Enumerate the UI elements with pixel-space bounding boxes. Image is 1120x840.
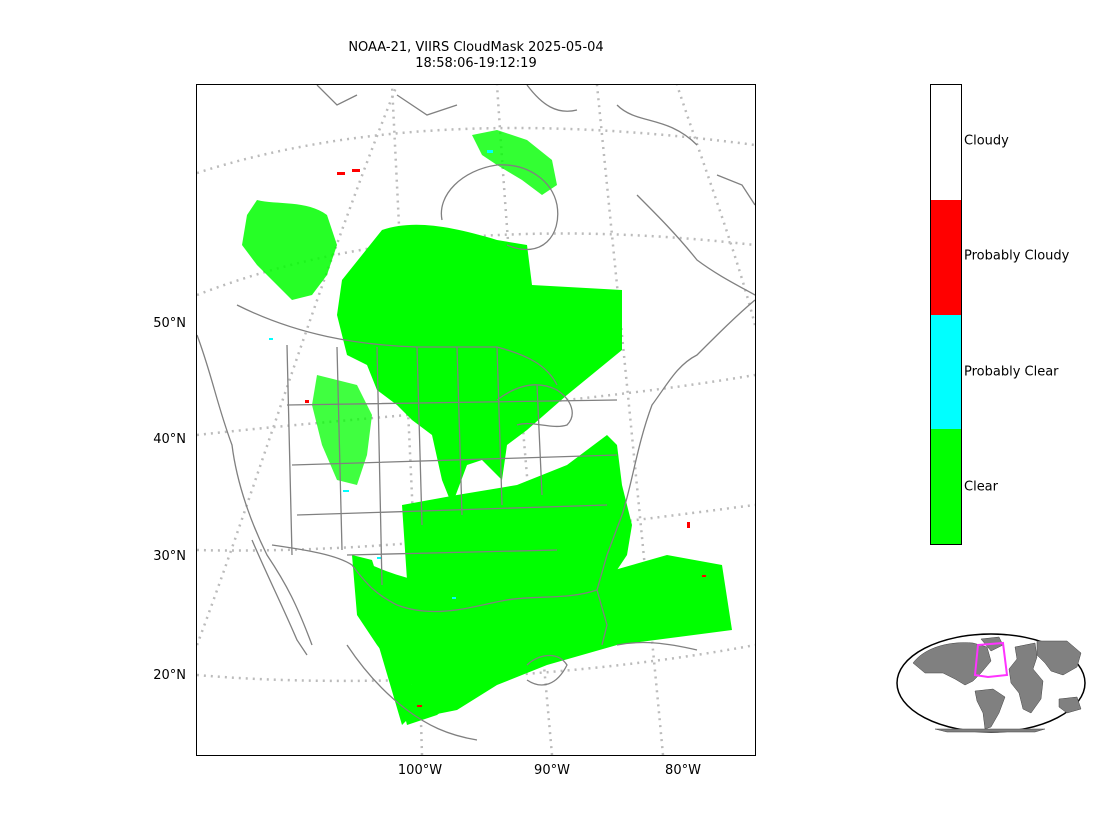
great-lakes [496,384,573,428]
lon-label-80w: 80°W [665,763,701,778]
legend-label-cloudy: Cloudy [964,133,1009,149]
lon-label-100w: 100°W [397,763,443,778]
world-locator-inset [895,633,1089,735]
us-mexico-border [271,544,398,606]
cloudmask-swath [242,130,732,725]
baja-california [251,539,308,656]
arctic-islands [316,85,755,206]
inset-svg [896,633,1086,733]
inset-asia [1036,640,1082,676]
florida [596,589,608,646]
legend-label-probably-clear: Probably Clear [964,364,1059,380]
clear-region-northwest [242,200,337,300]
colorbar-segment-clear [931,429,961,544]
parallel-60n [197,126,755,175]
atlantic-coast [621,299,755,516]
pacific-coast [197,334,313,646]
cuba [616,641,698,651]
clear-region-hudson [472,130,557,195]
legend-label-probably-cloudy: Probably Cloudy [964,248,1070,264]
yucatan [526,654,568,686]
map-title: NOAA-21, VIIRS CloudMask 2025-05-04 18:5… [196,40,756,72]
inset-europe-africa [1008,642,1044,714]
clear-region-swath-edge [352,555,412,725]
colorbar-segment-probably-cloudy [931,199,961,315]
meridian-90w [495,85,554,755]
clear-region-mexico [397,685,457,725]
map-svg [197,85,755,755]
lat-label-50n: 50°N [153,316,186,331]
state-lines-2 [286,399,618,556]
inset-antarctica [934,728,1046,733]
lat-label-30n: 30°N [153,549,186,564]
legend-label-clear: Clear [964,479,998,495]
inset-north-america [912,642,992,686]
colorbar-segment-probably-clear [931,314,961,430]
colorbar [930,84,962,545]
meridian-80w [595,85,665,755]
inset-australia [1058,696,1082,714]
labrador [636,194,755,296]
clear-region-gulf-caribbean [352,555,732,720]
main-map [196,84,756,756]
inset-south-america [974,688,1006,730]
colorbar-segment-cloudy [931,85,961,200]
mexico-south-coast [346,644,478,741]
hudson-bay [440,164,559,251]
clear-region-southeast [402,435,632,610]
lat-label-40n: 40°N [153,432,186,447]
clear-region-main [337,224,622,505]
gulf-coast [396,514,623,613]
inset-swath-box [973,641,1009,679]
state-lines-1 [286,344,543,586]
lat-label-20n: 20°N [153,668,186,683]
meridian-120w [197,85,399,646]
lon-label-90w: 90°W [534,763,570,778]
coastlines [197,85,755,741]
probably-clear-specks [269,150,493,599]
map-title-line2: 18:58:06-19:12:19 [415,56,537,71]
meridian-70w [675,85,755,326]
us-canada-border [236,304,558,386]
map-title-line1: NOAA-21, VIIRS CloudMask 2025-05-04 [348,40,604,55]
clear-region-texas-west [312,375,372,485]
inset-continents [912,636,1082,733]
probably-cloudy-specks [305,169,706,707]
